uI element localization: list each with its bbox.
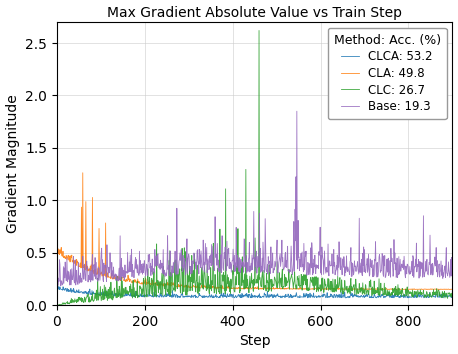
CLC: 26.7: (460, 2.62): 26.7: (460, 2.62): [256, 28, 262, 33]
Base: 19.3: (680, 0.325): 19.3: (680, 0.325): [353, 269, 359, 273]
Line: CLC: 26.7: CLC: 26.7: [57, 30, 453, 305]
CLCA: 53.2: (4, 0.177): 53.2: (4, 0.177): [56, 285, 61, 289]
CLC: 26.7: (900, 0.137): 26.7: (900, 0.137): [450, 289, 455, 293]
Base: 19.3: (900, 0.351): 19.3: (900, 0.351): [450, 266, 455, 270]
CLCA: 53.2: (100, 0.0976): 53.2: (100, 0.0976): [98, 293, 104, 297]
Base: 19.3: (643, 0.437): 19.3: (643, 0.437): [337, 257, 342, 262]
CLA: 49.8: (59, 1.26): 49.8: (59, 1.26): [80, 171, 86, 175]
Line: Base: 19.3: Base: 19.3: [57, 111, 453, 286]
CLCA: 53.2: (386, 0.0737): 53.2: (386, 0.0737): [224, 295, 229, 299]
CLCA: 53.2: (779, 0.0715): 53.2: (779, 0.0715): [397, 296, 402, 300]
CLC: 26.7: (235, 0.226): 26.7: (235, 0.226): [158, 279, 163, 284]
Base: 19.3: (386, 0.37): 19.3: (386, 0.37): [224, 264, 229, 269]
CLC: 26.7: (778, 0.163): 26.7: (778, 0.163): [396, 286, 402, 290]
CLCA: 53.2: (900, 0.0863): 53.2: (900, 0.0863): [450, 294, 455, 298]
Base: 19.3: (546, 1.85): 19.3: (546, 1.85): [294, 109, 300, 113]
Line: CLA: 49.8: CLA: 49.8: [57, 173, 453, 290]
CLC: 26.7: (385, 0.197): 26.7: (385, 0.197): [224, 282, 229, 287]
Y-axis label: Gradient Magnitude: Gradient Magnitude: [5, 94, 20, 233]
CLC: 26.7: (1, 0.0012): 26.7: (1, 0.0012): [55, 303, 60, 307]
CLCA: 53.2: (680, 0.0954): 53.2: (680, 0.0954): [353, 293, 359, 297]
CLA: 49.8: (386, 0.172): 49.8: (386, 0.172): [224, 285, 229, 289]
Base: 19.3: (236, 0.429): 19.3: (236, 0.429): [158, 258, 164, 262]
Legend: CLCA: 53.2, CLA: 49.8, CLC: 26.7, Base: 19.3: CLCA: 53.2, CLA: 49.8, CLC: 26.7, Base: …: [327, 28, 447, 119]
CLCA: 53.2: (657, 0.0703): 53.2: (657, 0.0703): [343, 296, 349, 300]
Line: CLCA: 53.2: CLCA: 53.2: [57, 287, 453, 298]
Base: 19.3: (1, 0.3): 19.3: (1, 0.3): [55, 272, 60, 276]
CLA: 49.8: (900, 0.15): 49.8: (900, 0.15): [450, 287, 455, 292]
CLA: 49.8: (679, 0.153): 49.8: (679, 0.153): [353, 287, 358, 291]
CLA: 49.8: (1, 0.511): 49.8: (1, 0.511): [55, 250, 60, 254]
X-axis label: Step: Step: [239, 335, 271, 348]
CLCA: 53.2: (1, 0.159): 53.2: (1, 0.159): [55, 286, 60, 291]
CLC: 26.7: (642, 0.187): 26.7: (642, 0.187): [336, 284, 342, 288]
CLA: 49.8: (778, 0.155): 49.8: (778, 0.155): [396, 287, 402, 291]
CLA: 49.8: (236, 0.201): 49.8: (236, 0.201): [158, 282, 164, 286]
Base: 19.3: (9, 0.184): 19.3: (9, 0.184): [58, 284, 64, 288]
Base: 19.3: (779, 0.297): 19.3: (779, 0.297): [397, 272, 402, 276]
CLC: 26.7: (99, 0.178): 26.7: (99, 0.178): [98, 284, 103, 289]
Title: Max Gradient Absolute Value vs Train Step: Max Gradient Absolute Value vs Train Ste…: [107, 6, 402, 19]
CLA: 49.8: (642, 0.159): 49.8: (642, 0.159): [336, 286, 342, 291]
CLCA: 53.2: (236, 0.0869): 53.2: (236, 0.0869): [158, 294, 164, 298]
CLCA: 53.2: (642, 0.103): 53.2: (642, 0.103): [336, 292, 342, 296]
CLC: 26.7: (679, 0.175): 26.7: (679, 0.175): [353, 285, 358, 289]
CLA: 49.8: (100, 0.295): 49.8: (100, 0.295): [98, 272, 104, 276]
Base: 19.3: (100, 0.428): 19.3: (100, 0.428): [98, 258, 104, 262]
